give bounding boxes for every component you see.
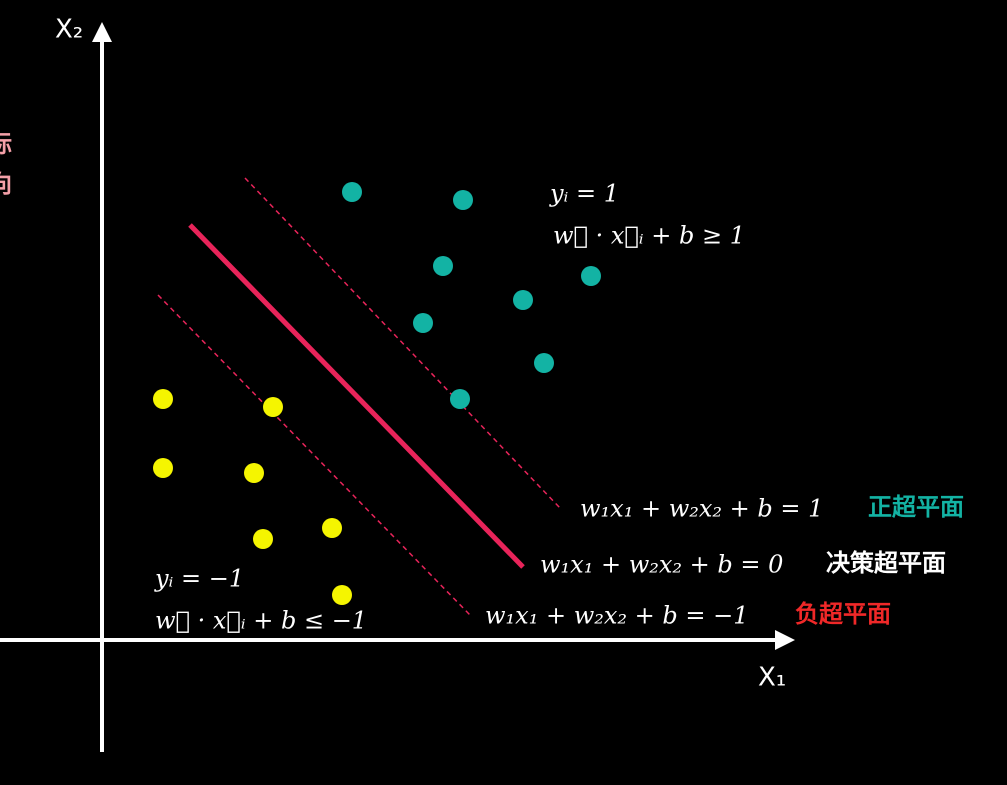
hyperplane-name: 负超平面 bbox=[795, 600, 891, 628]
hyperplane-name: 决策超平面 bbox=[826, 549, 946, 577]
region-label: yᵢ = 1 bbox=[549, 180, 619, 208]
point bbox=[433, 256, 453, 276]
side-text: 标 bbox=[0, 130, 12, 158]
hyperplane-name: 正超平面 bbox=[868, 493, 964, 521]
point bbox=[153, 389, 173, 409]
point bbox=[263, 397, 283, 417]
positive-points bbox=[342, 182, 601, 409]
point bbox=[534, 353, 554, 373]
x-axis-label: X₁ bbox=[758, 663, 786, 693]
hyperplane-equation: w₁x₁ + w₂x₂ + b = −1 bbox=[485, 602, 748, 630]
region-condition: w⃗ · x⃗ᵢ + b ≤ −1 bbox=[155, 607, 367, 635]
side-text: 向 bbox=[0, 170, 12, 198]
positive-hyperplane bbox=[244, 177, 561, 509]
negative-hyperplane bbox=[157, 294, 471, 616]
point bbox=[342, 182, 362, 202]
point bbox=[413, 313, 433, 333]
point bbox=[244, 463, 264, 483]
hyperplane-equation: w₁x₁ + w₂x₂ + b = 1 bbox=[580, 495, 823, 523]
point bbox=[581, 266, 601, 286]
region-label: yᵢ = −1 bbox=[154, 565, 244, 593]
point bbox=[332, 585, 352, 605]
region-condition: w⃗ · x⃗ᵢ + b ≥ 1 bbox=[553, 222, 745, 250]
negative-points bbox=[153, 389, 352, 605]
point bbox=[253, 529, 273, 549]
point bbox=[153, 458, 173, 478]
point bbox=[322, 518, 342, 538]
decision-hyperplane bbox=[188, 223, 525, 569]
point bbox=[513, 290, 533, 310]
point bbox=[453, 190, 473, 210]
y-axis-label: X₂ bbox=[55, 15, 83, 45]
point bbox=[450, 389, 470, 409]
hyperplane-equation: w₁x₁ + w₂x₂ + b = 0 bbox=[540, 551, 783, 579]
